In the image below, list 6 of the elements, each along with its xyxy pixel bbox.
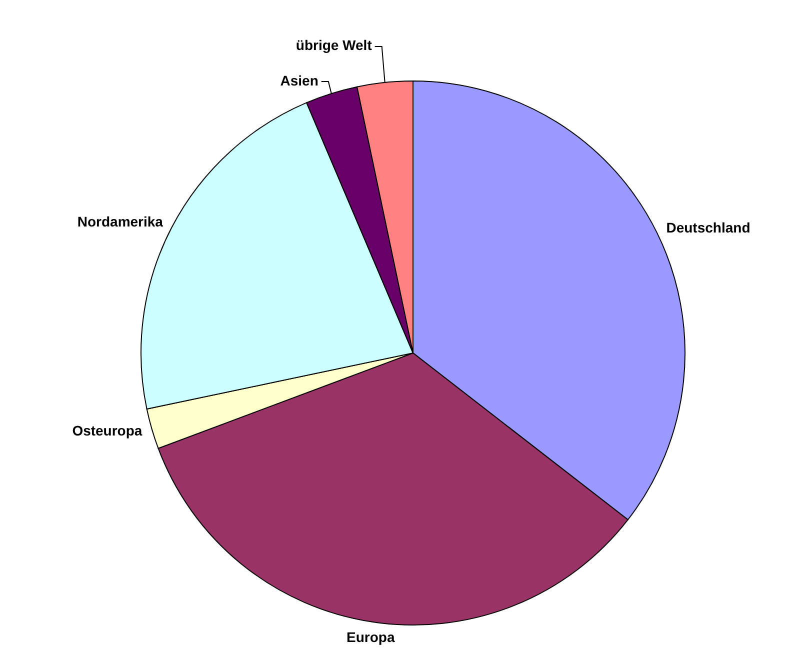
slice-label: Nordamerika xyxy=(77,213,164,230)
slice-label: Asien xyxy=(280,72,318,88)
slice-label: Osteuropa xyxy=(72,422,142,438)
slice-label: Deutschland xyxy=(666,220,750,236)
slice-label: übrige Welt xyxy=(296,37,372,54)
slice-label: Europa xyxy=(346,629,395,646)
